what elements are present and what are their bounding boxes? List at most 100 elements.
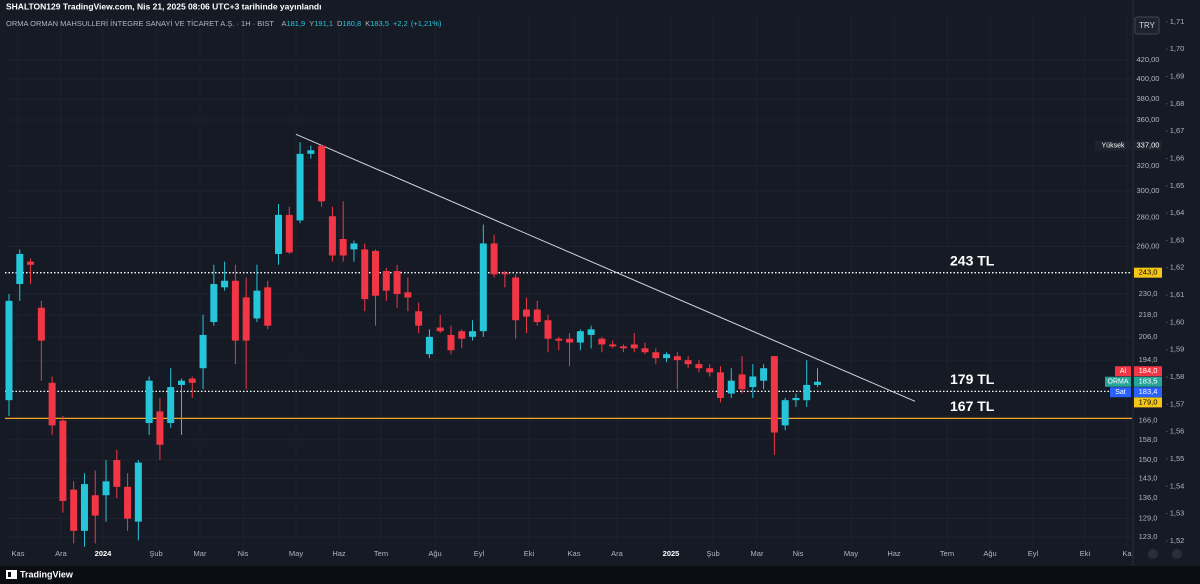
y-tick-label: 320,00 bbox=[1137, 161, 1160, 170]
legend-key: Y bbox=[309, 19, 314, 28]
settings-icon[interactable] bbox=[1148, 549, 1158, 559]
title-text: ORMA ORMAN MAHSULLERİ İNTEGRE SANAYİ VE … bbox=[6, 19, 274, 28]
x-tick-label: Ka bbox=[1122, 549, 1132, 558]
candle-body bbox=[177, 380, 185, 385]
candle-body bbox=[253, 290, 261, 319]
chart-title: ORMA ORMAN MAHSULLERİ İNTEGRE SANAYİ VE … bbox=[6, 19, 442, 28]
currency-button[interactable] bbox=[1134, 16, 1160, 35]
candle-body bbox=[749, 376, 757, 388]
candle-body bbox=[566, 338, 574, 343]
y-tick-label: 194,0 bbox=[1139, 355, 1158, 364]
candle-body bbox=[231, 280, 239, 341]
logo bbox=[6, 570, 17, 579]
candle-body bbox=[458, 331, 466, 339]
candle-body bbox=[716, 372, 724, 398]
candle-body bbox=[727, 380, 735, 394]
high-marker-name: Yüksek bbox=[1102, 143, 1125, 150]
candle-body bbox=[512, 277, 520, 321]
candle-body bbox=[598, 338, 606, 345]
x-tick-label: Ağu bbox=[428, 549, 441, 558]
candle-body bbox=[328, 216, 336, 256]
quote-name: Sat bbox=[1115, 389, 1126, 396]
y-tick-label: 150,0 bbox=[1139, 455, 1158, 464]
y-tick-label: 123,0 bbox=[1139, 532, 1158, 541]
candle-body bbox=[275, 214, 282, 254]
x-tick-label: May bbox=[289, 549, 303, 558]
candle-body bbox=[145, 380, 153, 424]
price-line-text-bg bbox=[944, 371, 998, 389]
x-tick-label: Nis bbox=[793, 549, 804, 558]
candle-body bbox=[792, 397, 800, 401]
y2-tick-label: 1,71 bbox=[1170, 17, 1185, 26]
price-line-label: 179,0 bbox=[1139, 397, 1158, 406]
x-tick-label: Nis bbox=[238, 549, 249, 558]
candle-body bbox=[318, 145, 326, 202]
y-tick-label: 129,0 bbox=[1139, 514, 1158, 523]
price-line-text-bg bbox=[944, 398, 998, 416]
price-line-text: 243 TL bbox=[950, 252, 995, 268]
y-tick-label: 380,00 bbox=[1137, 94, 1160, 103]
candle-body bbox=[673, 356, 681, 361]
candle-body bbox=[469, 331, 477, 337]
quote-box bbox=[1134, 366, 1162, 377]
price-line-box bbox=[1134, 397, 1162, 408]
candle-body bbox=[124, 486, 132, 519]
candle-body bbox=[404, 292, 412, 298]
quote-label: 184,0 bbox=[1139, 366, 1158, 375]
candle-body bbox=[296, 153, 304, 221]
trendline bbox=[295, 133, 916, 402]
candle-body bbox=[630, 344, 638, 349]
quote-name: Al bbox=[1120, 368, 1127, 375]
y2-tick-label: 1,66 bbox=[1170, 153, 1185, 162]
currency[interactable]: TRY bbox=[1139, 21, 1156, 30]
x-tick-label: Tem bbox=[374, 549, 388, 558]
candle-body bbox=[641, 348, 649, 353]
quote-name-bg bbox=[1110, 387, 1131, 398]
y2-tick-label: 1,62 bbox=[1170, 263, 1185, 272]
y2-tick-label: 1,70 bbox=[1170, 44, 1185, 53]
candle-body bbox=[447, 334, 455, 351]
candle-body bbox=[264, 287, 272, 326]
price-line-label: 243,0 bbox=[1139, 268, 1158, 277]
candle-body bbox=[652, 352, 660, 359]
candle-body bbox=[70, 489, 78, 531]
y2-tick-label: 1,60 bbox=[1170, 317, 1185, 326]
candle-body bbox=[382, 271, 390, 291]
candle-body bbox=[609, 344, 617, 347]
candle-body bbox=[781, 400, 789, 426]
candle-body bbox=[760, 368, 768, 381]
candle-body bbox=[501, 272, 509, 275]
candle-body bbox=[533, 309, 541, 323]
candle-body bbox=[339, 239, 347, 256]
candle-body bbox=[803, 384, 811, 401]
candle-body bbox=[490, 243, 498, 275]
legend-value: 191,1 bbox=[314, 19, 333, 28]
candle-body bbox=[663, 354, 671, 359]
x-tick-label: Mar bbox=[194, 549, 207, 558]
price-line-text-bg bbox=[944, 252, 998, 270]
x-tick-label: Ağu bbox=[983, 549, 996, 558]
x-tick-label: May bbox=[844, 549, 858, 558]
legend-change: +2,2 bbox=[393, 19, 408, 28]
candle-body bbox=[113, 460, 121, 487]
y-tick-label: 136,0 bbox=[1139, 493, 1158, 502]
y-tick-label: 360,00 bbox=[1137, 115, 1160, 124]
x-tick-label: Eki bbox=[1080, 549, 1091, 558]
candle-body bbox=[221, 280, 229, 288]
candle-body bbox=[684, 360, 692, 365]
price-line-box bbox=[1134, 267, 1162, 278]
y2-tick-label: 1,59 bbox=[1170, 345, 1185, 354]
candle-body bbox=[167, 387, 175, 424]
y2-tick-label: 1,56 bbox=[1170, 427, 1185, 436]
legend-value: 181,9 bbox=[286, 19, 305, 28]
quote-label: 183,4 bbox=[1139, 387, 1158, 396]
legend-value: 180,8 bbox=[342, 19, 361, 28]
y-tick-label: 230,0 bbox=[1139, 289, 1158, 298]
y2-tick-label: 1,61 bbox=[1170, 290, 1185, 299]
x-tick-label: Şub bbox=[706, 549, 719, 558]
x-tick-label: Kas bbox=[568, 549, 581, 558]
zoom-icon[interactable] bbox=[1172, 549, 1182, 559]
quote-box bbox=[1134, 376, 1162, 387]
